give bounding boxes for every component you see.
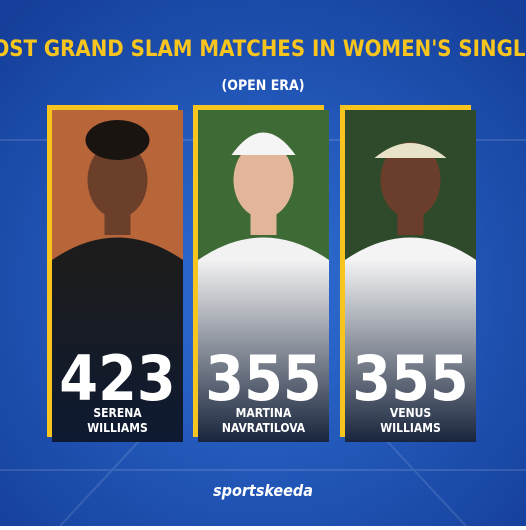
title: MOST GRAND SLAM MATCHES IN WOMEN'S SINGL… — [0, 37, 526, 62]
player-name: NAVRATILOVA — [222, 421, 306, 435]
match-count: 355 — [205, 342, 321, 415]
photo-fade — [345, 110, 476, 442]
court-lines — [0, 139, 526, 527]
player-name: SERENA — [93, 406, 142, 420]
photo-fade — [198, 110, 329, 442]
player-name: WILLIAMS — [380, 421, 441, 435]
brand: sportskeeda — [213, 481, 313, 500]
match-count: 423 — [59, 342, 175, 415]
cards: 423SERENAWILLIAMS355MARTINANAVRATILOVA35… — [47, 105, 476, 442]
subtitle: (OPEN ERA) — [221, 78, 304, 94]
match-count: 355 — [352, 342, 468, 415]
photo-fade — [52, 110, 183, 442]
player-name: MARTINA — [236, 406, 292, 420]
player-name: WILLIAMS — [87, 421, 148, 435]
player-name: VENUS — [390, 406, 431, 420]
